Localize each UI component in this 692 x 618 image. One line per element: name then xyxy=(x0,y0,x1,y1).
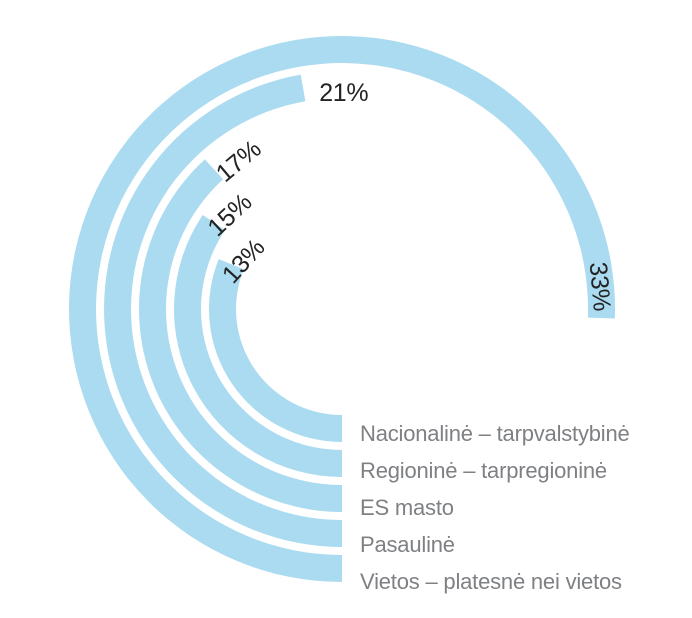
arc-slice-2 xyxy=(139,159,342,512)
value-label-4: 33% xyxy=(584,261,616,312)
arc-slice-1 xyxy=(174,215,342,477)
value-label-3: 21% xyxy=(319,79,368,107)
arc-slice-0 xyxy=(208,259,342,442)
arc-slice-3 xyxy=(104,74,342,548)
